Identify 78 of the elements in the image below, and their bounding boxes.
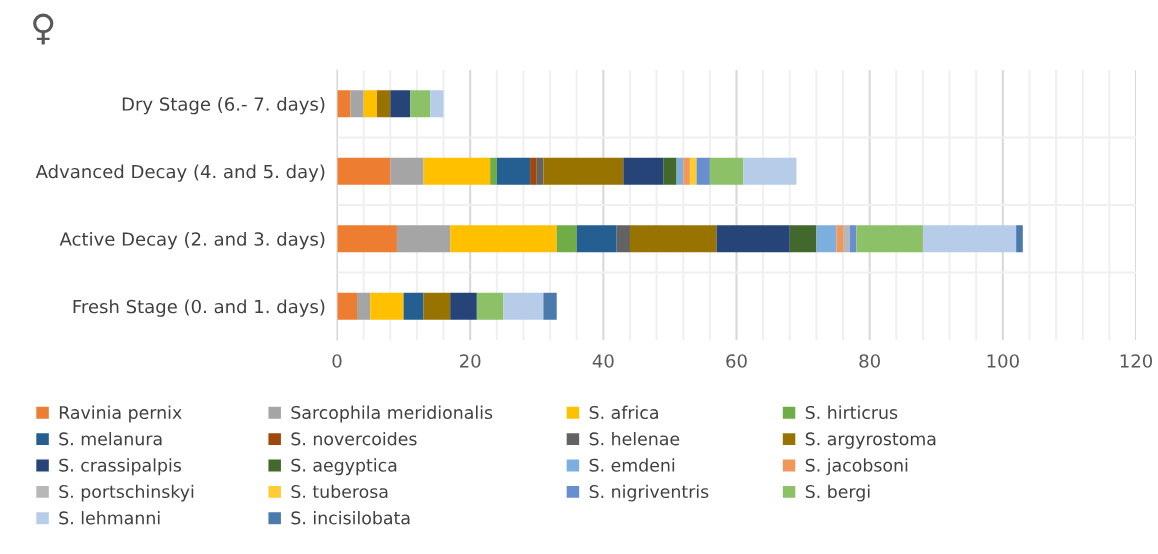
legend-label: S. tuberosa xyxy=(291,484,388,499)
x-tick-label: 20 xyxy=(460,354,481,368)
bar xyxy=(376,90,391,118)
legend-label: S. portschinskyi xyxy=(59,484,194,502)
legend-label: S. lehmanni xyxy=(59,511,160,525)
bar xyxy=(363,90,377,118)
bar xyxy=(396,225,451,253)
legend-label: S. helenae xyxy=(589,431,680,446)
x-tick-label: 40 xyxy=(592,354,614,368)
legend-label: S. jacobsoni xyxy=(805,458,908,476)
bar xyxy=(490,157,497,185)
x-tick-label: 0 xyxy=(332,354,342,368)
x-tick-label: 120 xyxy=(1120,354,1153,368)
text: ♀ xyxy=(33,13,54,45)
bar xyxy=(337,157,391,185)
legend-label: S. hirticrus xyxy=(805,405,898,420)
bar xyxy=(856,225,923,253)
bar xyxy=(789,225,817,253)
bar xyxy=(716,225,790,253)
x-tick-label: 80 xyxy=(859,354,880,368)
y-tick-label: Advanced Decay (4. and 5. day) xyxy=(35,164,325,182)
y-tick-label: Active Decay (2. and 3. days) xyxy=(59,231,325,250)
legend-label: Ravinia pernix xyxy=(59,405,182,423)
legend-label: S. nigriventris xyxy=(589,484,709,502)
legend-label: S. incisilobata xyxy=(291,511,410,525)
bar xyxy=(543,157,624,185)
y-tick-label: Dry Stage (6.- 7. days) xyxy=(122,96,325,115)
bar xyxy=(476,292,504,320)
bar xyxy=(816,225,837,253)
bar xyxy=(1016,225,1023,253)
legend-label: Sarcophila meridionalis xyxy=(291,405,493,423)
legend-label: S. argyrostoma xyxy=(805,432,936,449)
bar xyxy=(356,292,371,320)
bar xyxy=(623,157,664,185)
bar xyxy=(683,157,690,185)
bar xyxy=(423,292,451,320)
bar xyxy=(496,157,531,185)
bar xyxy=(503,292,544,320)
bar xyxy=(543,292,557,320)
legend-label: S. melanura xyxy=(59,431,162,446)
bar xyxy=(423,157,491,185)
bar xyxy=(530,157,537,185)
bar xyxy=(410,90,431,118)
bar xyxy=(556,225,577,253)
legend-label: S. bergi xyxy=(805,484,870,502)
bar xyxy=(337,225,397,253)
bar xyxy=(836,225,844,253)
bar xyxy=(843,225,850,253)
x-tick-label: 60 xyxy=(726,354,747,368)
bar xyxy=(849,225,857,253)
bar xyxy=(743,157,797,185)
bar xyxy=(430,90,444,118)
bar xyxy=(696,157,710,185)
bar xyxy=(403,292,424,320)
bar xyxy=(689,157,697,185)
bar xyxy=(450,225,557,253)
legend-label: S. novercoides xyxy=(291,431,417,446)
bar xyxy=(450,292,477,320)
bar xyxy=(390,90,411,118)
legend-label: S. emdeni xyxy=(589,458,675,472)
bar xyxy=(337,292,357,320)
bar xyxy=(922,225,1017,253)
x-tick-label: 100 xyxy=(987,354,1019,368)
legend-label: S. crassipalpis xyxy=(59,458,182,476)
bar xyxy=(629,225,717,253)
legend-label: S. aegyptica xyxy=(291,458,397,476)
bar xyxy=(350,90,364,118)
bar xyxy=(663,157,677,185)
bar xyxy=(536,157,544,185)
bar xyxy=(676,157,684,185)
bar xyxy=(370,292,404,320)
bar xyxy=(709,157,744,185)
y-tick-label: Fresh Stage (0. and 1. days) xyxy=(73,299,325,317)
bar xyxy=(337,90,351,118)
legend-label: S. africa xyxy=(589,405,658,420)
bar xyxy=(616,225,630,253)
bar xyxy=(390,157,424,185)
bar xyxy=(576,225,617,253)
